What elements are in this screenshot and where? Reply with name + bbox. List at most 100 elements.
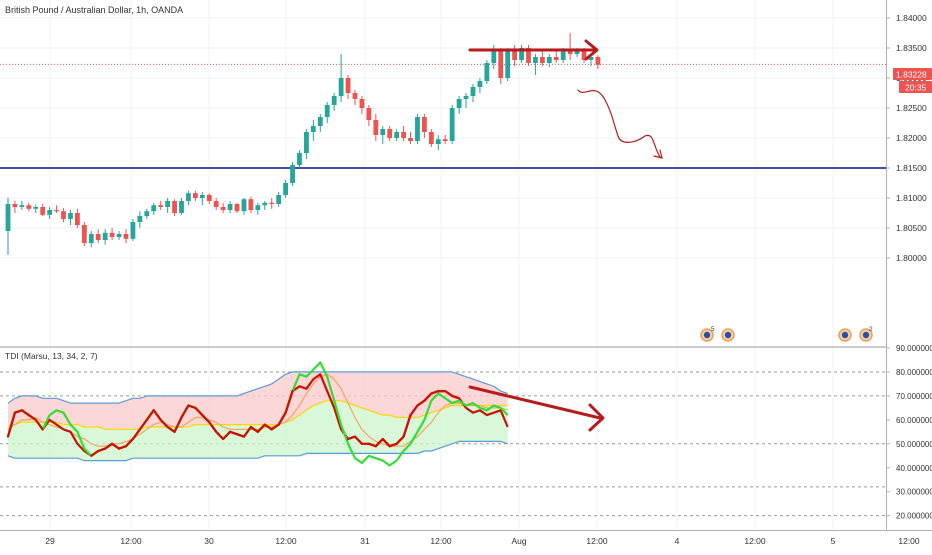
time-tick-label: 29 xyxy=(45,536,55,546)
candle[interactable] xyxy=(192,190,198,201)
tdi-red-segment xyxy=(381,437,391,448)
candle[interactable] xyxy=(498,48,504,84)
candle[interactable] xyxy=(352,90,358,105)
candle[interactable] xyxy=(213,198,219,210)
candle[interactable] xyxy=(179,198,184,215)
candle[interactable] xyxy=(290,162,295,186)
resistance-arrow[interactable] xyxy=(468,39,599,61)
candle[interactable] xyxy=(345,75,351,99)
candle[interactable] xyxy=(317,114,323,132)
candle[interactable] xyxy=(88,231,94,248)
tdi-market-baseline xyxy=(7,400,508,430)
candle[interactable] xyxy=(304,129,309,159)
candle[interactable] xyxy=(19,201,25,210)
candle-body xyxy=(179,201,184,213)
candle[interactable] xyxy=(519,45,524,63)
candle[interactable] xyxy=(33,205,39,213)
time-axis[interactable]: 29 12:00 30 12:00 31 12:00 Aug 12:00 4 12:00 5 12:0… xyxy=(45,536,920,546)
candle[interactable] xyxy=(359,96,365,114)
candle[interactable] xyxy=(172,199,177,216)
candle[interactable] xyxy=(5,198,11,255)
candle[interactable] xyxy=(269,198,275,209)
candle[interactable] xyxy=(366,105,372,126)
candle-body xyxy=(324,105,330,117)
candle[interactable] xyxy=(415,114,420,144)
candle[interactable] xyxy=(186,190,191,206)
candle[interactable] xyxy=(40,204,46,216)
candle[interactable] xyxy=(102,229,108,245)
candle[interactable] xyxy=(422,114,427,138)
candle[interactable] xyxy=(442,135,448,144)
candle-body xyxy=(588,57,594,60)
candle[interactable] xyxy=(394,129,400,141)
candle[interactable] xyxy=(331,93,337,111)
candle[interactable] xyxy=(477,78,483,93)
candle-body xyxy=(88,234,94,243)
candle[interactable] xyxy=(248,196,254,213)
tdi-red-segment xyxy=(284,390,294,414)
candle[interactable] xyxy=(310,120,316,141)
candle[interactable] xyxy=(449,105,455,144)
candle[interactable] xyxy=(553,51,559,63)
candle[interactable] xyxy=(137,211,143,228)
candle[interactable] xyxy=(546,54,552,68)
candle[interactable] xyxy=(47,207,53,219)
candle[interactable] xyxy=(276,192,282,207)
countdown-label: 20:35 xyxy=(905,83,927,93)
tdi-red-segment xyxy=(138,418,148,431)
event-count: 5 xyxy=(711,326,715,333)
candle[interactable] xyxy=(401,126,406,141)
candle[interactable] xyxy=(227,201,233,213)
candle[interactable] xyxy=(484,60,490,84)
candle[interactable] xyxy=(116,231,122,240)
candle[interactable] xyxy=(456,96,462,114)
candle[interactable] xyxy=(26,202,32,212)
candle[interactable] xyxy=(151,202,157,215)
candle[interactable] xyxy=(81,222,87,246)
candle[interactable] xyxy=(533,54,538,75)
candle[interactable] xyxy=(567,33,573,60)
candle[interactable] xyxy=(373,114,379,141)
candle[interactable] xyxy=(408,132,413,144)
event-marker-group-2[interactable]: 2 xyxy=(838,326,873,342)
candle[interactable] xyxy=(234,202,240,213)
candle[interactable] xyxy=(130,219,136,242)
candle[interactable] xyxy=(283,180,288,198)
candle[interactable] xyxy=(68,210,73,225)
candle[interactable] xyxy=(387,126,393,141)
candle[interactable] xyxy=(75,208,80,228)
candle[interactable] xyxy=(123,229,129,243)
candle[interactable] xyxy=(526,45,531,66)
candle[interactable] xyxy=(95,229,101,243)
candle[interactable] xyxy=(463,93,469,108)
indicator-axis[interactable]: 90.000000 80.000000 70.000000 60.000000 50.0… xyxy=(886,344,932,521)
candle[interactable] xyxy=(12,201,18,213)
candle[interactable] xyxy=(61,208,66,222)
candle[interactable] xyxy=(338,54,344,102)
candle[interactable] xyxy=(595,55,601,69)
candle[interactable] xyxy=(428,129,434,147)
candle[interactable] xyxy=(220,202,226,213)
divergence-arrow[interactable] xyxy=(468,385,605,432)
candle[interactable] xyxy=(262,201,268,210)
candle[interactable] xyxy=(241,198,247,215)
candle[interactable] xyxy=(255,202,261,215)
candle[interactable] xyxy=(470,84,476,102)
candle[interactable] xyxy=(199,192,205,206)
candle-body xyxy=(269,202,275,204)
candle[interactable] xyxy=(206,193,212,204)
candle[interactable] xyxy=(380,126,386,144)
candle[interactable] xyxy=(54,205,59,213)
candle[interactable] xyxy=(435,135,441,150)
candle[interactable] xyxy=(144,208,150,219)
candle[interactable] xyxy=(505,48,511,81)
candle[interactable] xyxy=(109,228,115,240)
candle[interactable] xyxy=(158,201,164,210)
event-marker-group-1[interactable]: 5 xyxy=(700,326,735,342)
forecast-path[interactable] xyxy=(577,89,663,159)
candle[interactable] xyxy=(324,102,330,123)
candle[interactable] xyxy=(165,198,171,213)
candle[interactable] xyxy=(297,150,302,168)
candle[interactable] xyxy=(539,51,545,66)
